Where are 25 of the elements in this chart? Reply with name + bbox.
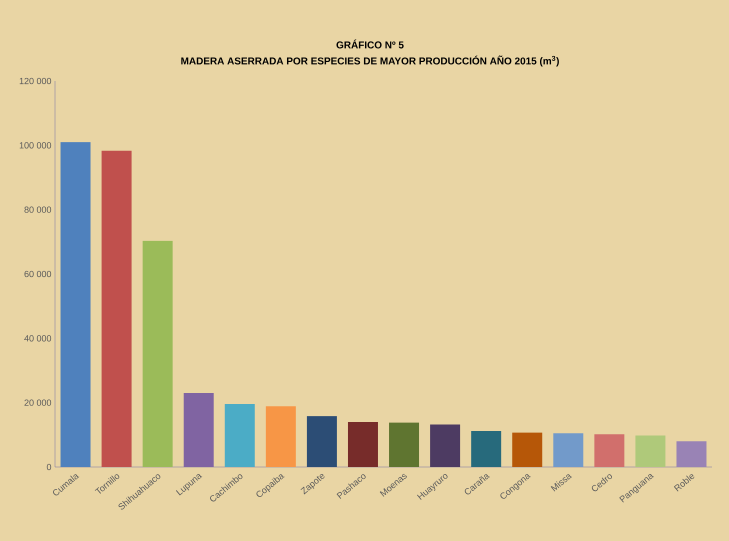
y-tick-label: 60 000 — [24, 270, 52, 278]
y-tick-label: 100 000 — [20, 142, 52, 149]
bar — [102, 150, 132, 467]
bar — [348, 422, 378, 467]
y-tick-label: 80 000 — [24, 206, 52, 213]
bar — [306, 416, 337, 467]
y-tick-label: 20 000 — [24, 399, 52, 406]
chart-title: GRÁFICO Nº 5 — [336, 40, 404, 48]
bar — [512, 432, 542, 467]
bar — [184, 393, 214, 467]
bar — [676, 441, 706, 467]
bar — [553, 433, 584, 467]
bar — [471, 430, 502, 467]
bar — [60, 142, 91, 467]
y-tick-label: 120 000 — [20, 78, 52, 84]
bar — [635, 435, 666, 467]
y-tick-label: 40 000 — [24, 335, 52, 342]
bar — [594, 434, 624, 467]
bar — [430, 424, 460, 467]
bar — [266, 406, 296, 467]
bar — [389, 422, 420, 467]
bar — [142, 240, 173, 467]
bar — [224, 404, 255, 467]
chart-subtitle: MADERA ASERRADA POR ESPECIES DE MAYOR PRODUCCIÓN AÑO 2015 (m$^{3}$) — [181, 56, 559, 66]
y-tick-label: 0 — [46, 464, 52, 470]
